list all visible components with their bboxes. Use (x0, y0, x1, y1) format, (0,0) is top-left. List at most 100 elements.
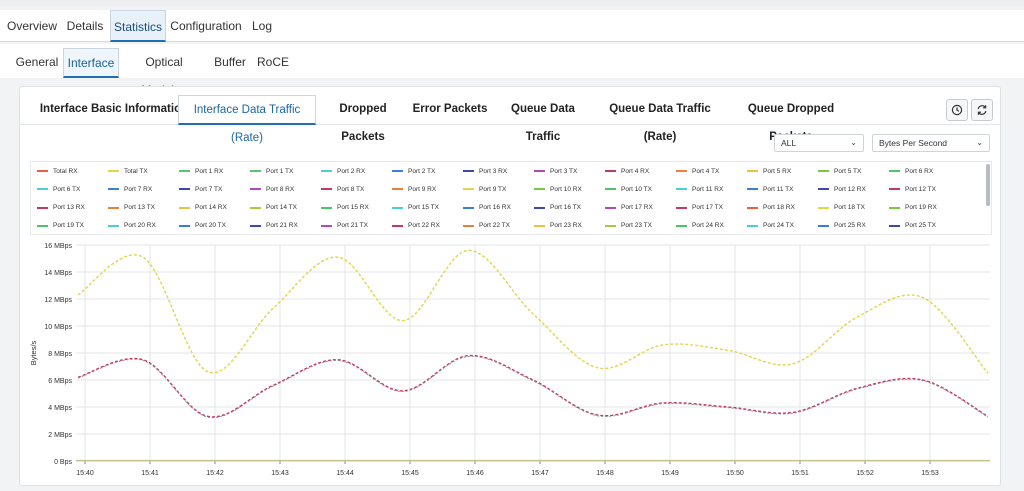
legend-item[interactable]: Port 15 RX (321, 203, 369, 213)
legend-swatch (676, 188, 687, 191)
legend-item[interactable]: Port 15 TX (392, 203, 439, 213)
legend-item[interactable]: Port 19 RX (889, 203, 937, 213)
legend-item[interactable]: Port 25 TX (889, 221, 936, 231)
legend-label: Port 11 TX (763, 185, 794, 193)
legend-item[interactable]: Port 21 TX (321, 221, 368, 231)
legend-label: Port 24 TX (763, 222, 794, 230)
legend-item[interactable]: Port 13 TX (108, 203, 155, 213)
legend-item[interactable]: Port 5 RX (747, 166, 791, 176)
legend-swatch (605, 224, 616, 227)
y-tick-label: 8 MBps (48, 351, 72, 358)
refresh-button[interactable] (971, 99, 993, 121)
legend-item[interactable]: Port 16 TX (534, 203, 581, 213)
legend-item[interactable]: Port 12 TX (889, 184, 936, 194)
legend-item[interactable]: Port 17 RX (605, 203, 653, 213)
legend-swatch (676, 206, 687, 209)
tab-overview[interactable]: Overview (6, 19, 57, 33)
legend-item[interactable]: Port 13 RX (37, 203, 85, 213)
legend-item[interactable]: Port 16 RX (463, 203, 511, 213)
ptab-interface-basic-information[interactable]: Interface Basic Information (39, 103, 189, 115)
legend-item[interactable]: Port 10 RX (534, 184, 582, 194)
legend-label: Port 22 RX (408, 222, 440, 230)
legend-item[interactable]: Port 6 TX (37, 184, 80, 194)
legend-item[interactable]: Port 20 RX (108, 221, 156, 231)
ptab-queue-data-traffic[interactable]: Queue Data Traffic (511, 103, 575, 143)
legend-label: Port 4 RX (621, 167, 650, 175)
legend-item[interactable]: Port 22 RX (392, 221, 440, 231)
subtab-roce[interactable]: RoCE (256, 55, 289, 69)
legend-item[interactable]: Port 14 RX (179, 203, 227, 213)
legend-label: Port 5 TX (834, 167, 862, 175)
legend-item[interactable]: Port 23 TX (605, 221, 652, 231)
ptab-interface-data-traffic-rate[interactable]: Interface Data Traffic (Rate) (178, 95, 316, 144)
legend-item[interactable]: Port 6 RX (889, 166, 933, 176)
legend-item[interactable]: Port 2 RX (321, 166, 365, 176)
legend-item[interactable]: Port 5 TX (818, 166, 861, 176)
legend-swatch (392, 206, 403, 209)
ptab-dropped-packets[interactable]: Dropped Packets (339, 103, 387, 143)
legend-label: Port 13 TX (124, 204, 155, 212)
series-line (77, 249, 989, 374)
history-button[interactable] (946, 99, 968, 121)
x-tick-label: 15:43 (271, 470, 289, 477)
legend-item[interactable]: Port 7 TX (179, 184, 222, 194)
legend-item[interactable]: Port 9 RX (392, 184, 436, 194)
y-tick-label: 10 MBps (44, 324, 72, 331)
legend-item[interactable]: Port 9 TX (463, 184, 506, 194)
ptab-error-packets[interactable]: Error Packets (412, 103, 488, 115)
legend-item[interactable]: Port 8 RX (250, 184, 294, 194)
legend-item[interactable]: Port 22 TX (463, 221, 510, 231)
legend-item[interactable]: Port 19 TX (37, 221, 84, 231)
legend-item[interactable]: Port 1 TX (250, 166, 293, 176)
legend-item[interactable]: Port 23 RX (534, 221, 582, 231)
port-filter-select[interactable]: ALL ⌄ (774, 134, 864, 152)
legend-item[interactable]: Port 25 RX (818, 221, 866, 231)
legend-label: Port 16 RX (479, 204, 511, 212)
legend-item[interactable]: Port 8 TX (321, 184, 364, 194)
legend-scrollbar[interactable] (986, 164, 990, 206)
tab-details[interactable]: Details (66, 19, 104, 33)
legend-item[interactable]: Port 2 TX (392, 166, 435, 176)
x-tick-label: 15:45 (401, 470, 419, 477)
legend-item[interactable]: Port 11 RX (676, 184, 723, 194)
legend-swatch (889, 206, 900, 209)
legend-item[interactable]: Port 18 TX (818, 203, 865, 213)
subtab-general[interactable]: General (15, 55, 59, 69)
unit-select[interactable]: Bytes Per Second ⌄ (872, 134, 990, 152)
legend-swatch (534, 206, 545, 209)
legend-item[interactable]: Port 21 RX (250, 221, 298, 231)
legend-item[interactable]: Port 14 TX (250, 203, 297, 213)
legend-item[interactable]: Port 11 TX (747, 184, 793, 194)
legend-swatch (108, 170, 119, 172)
subtab-buffer[interactable]: Buffer (214, 55, 246, 69)
legend-item[interactable]: Port 17 TX (676, 203, 723, 213)
legend-label: Port 7 RX (124, 185, 153, 193)
legend-label: Port 6 TX (53, 185, 81, 193)
legend-item[interactable]: Port 24 TX (747, 221, 794, 231)
tab-statistics[interactable]: Statistics (110, 10, 166, 42)
legend-swatch (463, 170, 474, 172)
legend-item[interactable]: Port 1 RX (179, 166, 223, 176)
subtab-optical-modules[interactable]: Optical Modules (141, 55, 186, 97)
legend-item[interactable]: Total RX (37, 166, 78, 176)
traffic-panel: Interface Basic Information Interface Da… (19, 86, 1001, 486)
tab-log[interactable]: Log (251, 19, 273, 33)
legend-item[interactable]: Port 4 TX (676, 166, 719, 176)
legend-item[interactable]: Port 18 RX (747, 203, 795, 213)
tab-configuration[interactable]: Configuration (170, 19, 242, 33)
traffic-chart: 0 Bps 2 MBps 4 MBps 6 MBps 8 MBps 10 MBps 12 M… (29, 243, 990, 477)
legend-item[interactable]: Port 10 TX (605, 184, 652, 194)
legend-item[interactable]: Port 20 TX (179, 221, 226, 231)
legend-item[interactable]: Port 7 RX (108, 184, 152, 194)
subtab-interface[interactable]: Interface (63, 48, 119, 78)
legend-item[interactable]: Port 3 RX (463, 166, 507, 176)
legend-item[interactable]: Port 24 RX (676, 221, 724, 231)
ptab-queue-dropped-packets[interactable]: Queue Dropped Packets (747, 103, 835, 143)
ptab-queue-data-traffic-rate[interactable]: Queue Data Traffic (Rate) (609, 103, 711, 143)
legend-swatch (463, 206, 474, 209)
legend-item[interactable]: Port 4 RX (605, 166, 649, 176)
legend-item[interactable]: Port 12 RX (818, 184, 866, 194)
legend-item[interactable]: Total TX (108, 166, 148, 176)
legend-label: Port 10 TX (621, 185, 652, 193)
legend-item[interactable]: Port 3 TX (534, 166, 577, 176)
